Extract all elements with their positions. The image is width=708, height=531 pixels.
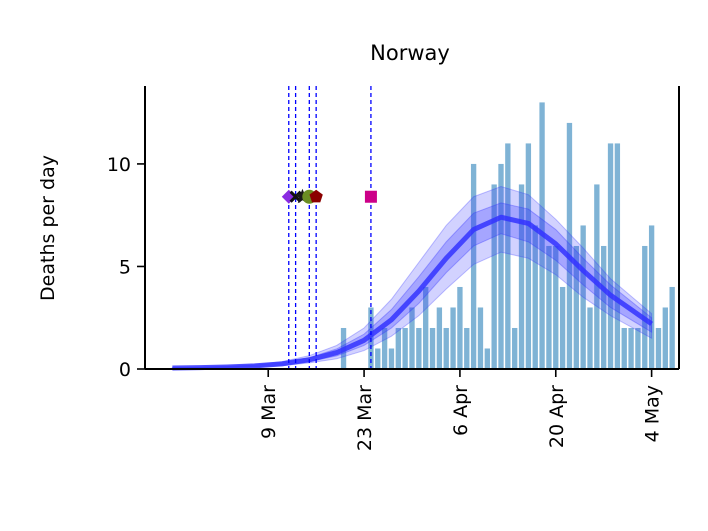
bar (416, 327, 422, 369)
bar (491, 184, 497, 369)
x-tick-label: 4 May (642, 385, 664, 442)
bar (477, 307, 484, 369)
intervention-lines-layer (288, 86, 372, 369)
x-tick-label: 20 Apr (546, 385, 568, 448)
bar (546, 245, 552, 369)
intervention-markers-layer (281, 188, 377, 204)
y-tick-label: 0 (119, 359, 131, 381)
bar (464, 327, 470, 369)
bar (532, 225, 538, 369)
bar (436, 307, 443, 369)
y-tick-label: 10 (107, 154, 131, 176)
chart-title: Norway (370, 41, 450, 65)
bar (628, 327, 634, 369)
bar (423, 286, 429, 369)
x-tick-label: 23 Mar (354, 385, 376, 451)
bar (642, 245, 648, 369)
bar (559, 286, 566, 369)
bar (375, 348, 381, 369)
bar (484, 348, 490, 369)
x-ticks: 9 Mar 23 Mar 6 Apr 20 Apr 4 May (258, 369, 664, 451)
bar (573, 245, 579, 369)
bar (587, 307, 593, 369)
bar (512, 327, 518, 369)
y-tick-label: 5 (119, 256, 131, 278)
bar (505, 143, 511, 369)
bar (580, 225, 586, 369)
bar (470, 163, 477, 369)
intervention-marker-pentagon (309, 189, 323, 203)
bar (655, 327, 662, 369)
bar (669, 286, 675, 369)
bar (525, 143, 532, 369)
bar (648, 225, 655, 369)
bar (443, 327, 449, 369)
intervention-marker-square (364, 190, 377, 203)
bar (553, 245, 559, 369)
bar (450, 307, 456, 369)
bar (621, 327, 627, 369)
bar (429, 327, 436, 369)
x-tick-label: 6 Apr (450, 385, 472, 436)
bar (566, 122, 573, 369)
bar (607, 143, 614, 369)
bar (395, 327, 401, 369)
bar (594, 184, 600, 369)
bar (457, 286, 463, 369)
model-mean-line (172, 214, 654, 371)
bar (402, 327, 408, 369)
bar (662, 307, 668, 369)
y-axis-label: Deaths per day (37, 155, 59, 301)
bar (518, 184, 525, 369)
bar (601, 245, 607, 369)
axes (144, 86, 680, 370)
bar (409, 307, 415, 369)
bar (381, 327, 388, 369)
x-tick-label: 9 Mar (258, 385, 280, 439)
bar (635, 327, 641, 369)
bar (498, 163, 504, 369)
bar (614, 143, 621, 369)
y-ticks: 0 5 10 (107, 154, 145, 381)
bar (388, 348, 395, 369)
